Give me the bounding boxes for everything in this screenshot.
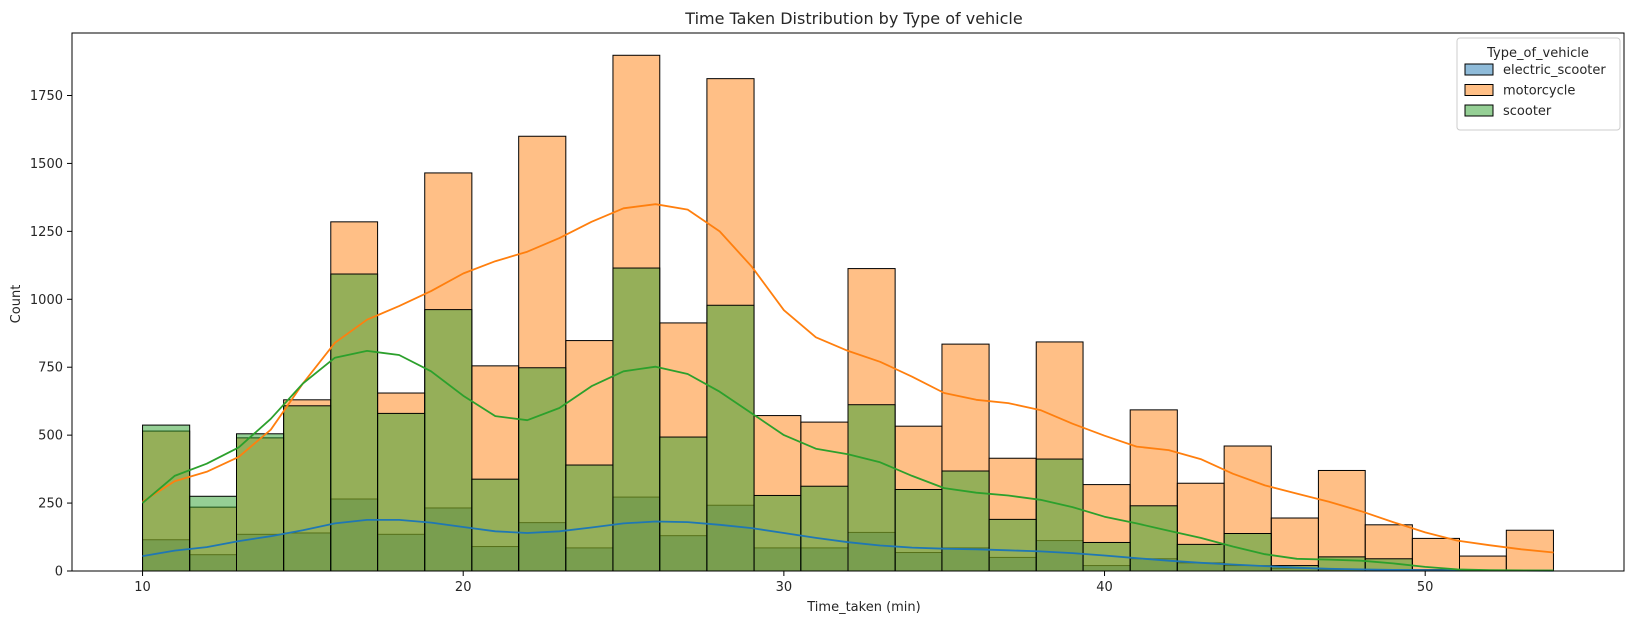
bar-scooter-1: [189, 495, 237, 572]
legend-swatch-scooter: [1464, 104, 1494, 117]
legend-entries: electric_scooter motorcycle scooter: [1464, 63, 1606, 119]
bar-scooter-14: [800, 485, 849, 572]
y-tick-label-1500: 1500: [30, 157, 63, 172]
x-tick-label-10: 10: [134, 580, 151, 595]
bar-scooter-17: [941, 470, 990, 572]
y-tick-label-1000: 1000: [30, 293, 63, 308]
y-tick-label-250: 250: [38, 497, 63, 512]
axes-frame: [71, 32, 1625, 572]
bar-scooter-2: [235, 433, 285, 572]
bar-motorcycle-24: [1270, 517, 1319, 572]
bar-scooter-12: [706, 304, 755, 572]
kde-line-scooter: [141, 350, 1554, 572]
legend-label-electric_scooter: electric_scooter: [1503, 63, 1606, 78]
y-tick-label-750: 750: [38, 361, 63, 376]
bar-scooter-13: [753, 494, 802, 572]
legend-label-scooter: scooter: [1503, 104, 1552, 119]
kde-line-motorcycle: [142, 203, 1554, 554]
legend-swatch-motorcycle: [1464, 84, 1494, 96]
bar-scooter-10: [612, 267, 661, 572]
bar-scooter-6: [424, 309, 473, 572]
x-tick-label-20: 20: [455, 580, 472, 595]
bar-scooter-16: [894, 488, 943, 572]
bar-scooter-18: [988, 518, 1037, 572]
bar-scooter-3: [283, 405, 332, 572]
legend-title: Type_of_vehicle: [1486, 46, 1589, 61]
x-tick-label-50: 50: [1417, 580, 1434, 595]
legend-label-motorcycle: motorcycle: [1503, 84, 1575, 99]
bar-scooter-8: [518, 367, 567, 572]
bar-scooter-11: [659, 436, 708, 572]
x-tick-label-30: 30: [776, 580, 793, 595]
y-tick-label-500: 500: [38, 429, 63, 444]
x-axis-label: Time_taken (min): [806, 600, 920, 615]
y-tick-label-0: 0: [55, 565, 63, 580]
kde-line-electric_scooter: [142, 519, 1554, 572]
bar-scooter-7: [471, 478, 520, 572]
bar-scooter-0: [142, 424, 191, 572]
x-tick-label-40: 40: [1096, 580, 1113, 595]
bar-scooter-22: [1176, 543, 1225, 572]
y-tick-label-1750: 1750: [30, 89, 63, 104]
legend: Type_of_vehicle electric_scooter motorcyc…: [1456, 37, 1621, 131]
bar-motorcycle-25: [1317, 469, 1366, 572]
y-axis-label: Count: [9, 285, 24, 324]
bar-scooter-5: [377, 412, 426, 572]
y-tick-label-1250: 1250: [30, 225, 63, 240]
legend-swatch-electric_scooter: [1464, 63, 1494, 76]
chart-title: Time Taken Distribution by Type of vehic…: [684, 9, 1022, 28]
bar-scooter-9: [565, 464, 614, 572]
legend-box: [1456, 37, 1621, 131]
